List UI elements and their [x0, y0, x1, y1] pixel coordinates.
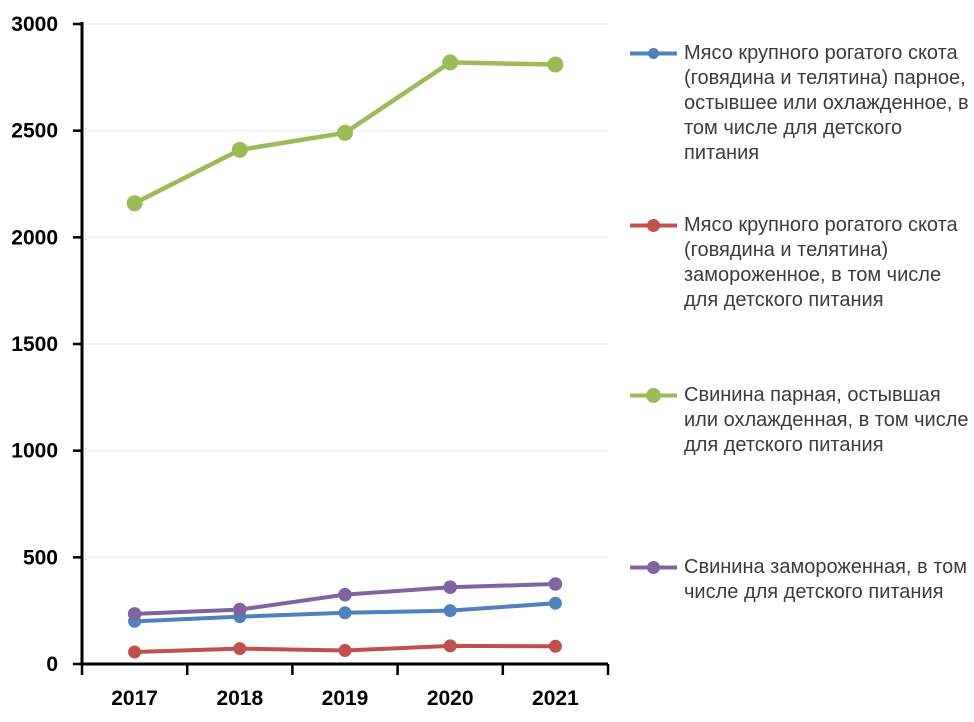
data-point-marker: [338, 587, 352, 602]
y-tick-label: 1500: [11, 333, 58, 356]
data-point-marker: [128, 645, 142, 659]
data-point-marker: [233, 602, 247, 617]
y-tick-label: 2000: [11, 226, 58, 249]
legend-item: Свинина парная, остывшая или охлажденная…: [630, 383, 974, 458]
data-point-marker: [548, 596, 562, 610]
data-point-marker: [338, 644, 352, 658]
legend-label: Свинина парная, остывшая или охлажденная…: [684, 384, 969, 456]
data-point-marker: [338, 606, 352, 620]
legend-label: Свинина замороженная, в том числе для де…: [684, 556, 968, 603]
x-tick-label: 2017: [111, 687, 158, 710]
plot-area: 0 500 1000 1500 2000 2500 3000 2017 2018 2019 2020…: [11, 13, 610, 710]
x-tick-label: 2018: [216, 687, 263, 710]
data-point-marker: [126, 195, 143, 212]
y-tick-label: 0: [46, 653, 58, 676]
data-point-marker: [231, 141, 248, 158]
data-point-marker: [548, 639, 562, 653]
y-tick-label: 3000: [11, 13, 58, 36]
data-point-marker: [337, 124, 353, 141]
x-tick-label: 2020: [427, 687, 474, 710]
legend-marker-icon: [630, 561, 677, 574]
x-tick-label: 2019: [322, 687, 369, 710]
y-tick-label: 500: [23, 546, 58, 569]
data-point-marker: [442, 54, 459, 71]
legend-marker-icon: [630, 48, 677, 59]
data-point-marker: [127, 607, 142, 621]
legend-item: Свинина замороженная, в том числе для де…: [630, 555, 974, 605]
data-point-marker: [548, 577, 563, 591]
data-point-marker: [443, 580, 458, 594]
data-point-marker: [547, 56, 564, 73]
data-point-marker: [233, 642, 247, 656]
legend-label: Мясо крупного рогатого скота (говядина и…: [684, 42, 969, 164]
chart-legend: Мясо крупного рогатого скота (говядина и…: [630, 0, 974, 722]
x-tick-label: 2021: [532, 687, 579, 710]
data-point-marker: [443, 604, 457, 618]
legend-label: Мясо крупного рогатого скота (говядина и…: [684, 214, 958, 311]
y-tick-label: 2500: [11, 120, 58, 143]
legend-item: Мясо крупного рогатого скота (говядина и…: [630, 41, 974, 166]
data-point-marker: [443, 639, 457, 653]
legend-item: Мясо крупного рогатого скота (говядина и…: [630, 213, 974, 313]
legend-marker-icon: [630, 219, 677, 232]
y-tick-label: 1000: [11, 440, 58, 463]
legend-marker-icon: [630, 388, 677, 403]
